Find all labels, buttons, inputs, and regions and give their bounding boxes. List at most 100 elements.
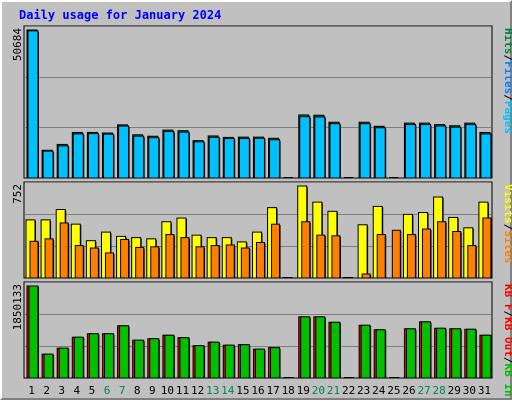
- kbin-bar: [239, 344, 250, 379]
- kbin-bar: [224, 344, 235, 379]
- pages-bar: [193, 141, 205, 179]
- hits-bar: [344, 177, 354, 178]
- pages-bar: [480, 133, 492, 179]
- x-tick-label: 12: [191, 384, 204, 397]
- x-tick-label: 30: [463, 384, 476, 397]
- kbin-bar: [375, 329, 386, 379]
- sites-bar: [165, 234, 175, 279]
- pages-bar: [299, 116, 311, 179]
- x-tick-label: 5: [89, 384, 96, 397]
- pages-bar: [178, 131, 190, 179]
- panel-3-legend: KB F/KB Out/KB In: [502, 284, 512, 397]
- x-tick-label: 20: [312, 384, 325, 397]
- pages-bar: [57, 145, 69, 179]
- sites-bar: [74, 245, 84, 279]
- hits-bar: [389, 177, 399, 178]
- kbin-bar: [405, 328, 416, 379]
- kbin-bar: [451, 328, 462, 379]
- sites-bar: [180, 237, 190, 279]
- legend-entry: /: [502, 224, 512, 231]
- sites-bar: [29, 240, 39, 279]
- pages-bar: [133, 135, 145, 179]
- sites-bar: [59, 222, 69, 279]
- kbin-bar: [436, 327, 447, 379]
- legend-entry: KB Out: [502, 317, 512, 357]
- x-tick-label: 19: [297, 384, 310, 397]
- kbin-bar: [254, 348, 265, 379]
- legend-entry: Pages: [502, 101, 512, 134]
- x-tick-label: 16: [251, 384, 264, 397]
- kbin-bar: [315, 316, 326, 379]
- sites-bar: [89, 247, 99, 279]
- sites-bar: [271, 223, 281, 279]
- pages-bar: [102, 133, 114, 179]
- x-tick-label: 4: [74, 384, 81, 397]
- x-tick-label: 26: [402, 384, 415, 397]
- sites-bar: [376, 234, 386, 279]
- kbin-bar: [134, 339, 145, 379]
- sites-bar: [316, 234, 326, 279]
- kbin-bar: [330, 321, 341, 379]
- visits-bar: [357, 224, 368, 279]
- x-tick-label: 9: [149, 384, 156, 397]
- pages-bar: [269, 139, 281, 179]
- pages-bar: [404, 124, 416, 179]
- kbin-bar: [194, 345, 205, 379]
- x-tick-label: 8: [134, 384, 141, 397]
- pages-bar: [450, 126, 462, 179]
- x-tick-label: 24: [372, 384, 386, 397]
- x-tick-label: 14: [221, 384, 235, 397]
- x-tick-label: 31: [478, 384, 491, 397]
- sites-bar: [452, 231, 462, 279]
- legend-entry: /: [502, 311, 512, 318]
- legend-entry: Files: [502, 61, 512, 94]
- legend-entry: Sites: [502, 230, 512, 263]
- x-tick-label: 28: [433, 384, 446, 397]
- pages-bar: [118, 125, 130, 179]
- x-tick-label: 10: [161, 384, 174, 397]
- kbin-bar: [149, 338, 160, 379]
- pages-bar: [359, 123, 371, 179]
- sites-bar: [331, 235, 341, 279]
- x-tick-label: 1: [28, 384, 35, 397]
- x-tick-label: 21: [327, 384, 340, 397]
- pages-bar: [420, 124, 432, 179]
- kbf-bar: [283, 377, 294, 378]
- sites-bar: [422, 228, 432, 279]
- chart-title: Daily usage for January 2024: [19, 8, 222, 22]
- x-tick-label: 7: [119, 384, 126, 397]
- kbin-bar: [179, 337, 190, 379]
- x-tick-label: 25: [387, 384, 400, 397]
- sites-bar: [301, 221, 311, 279]
- sites-bar: [482, 217, 492, 279]
- kbin-bar: [300, 316, 311, 379]
- sites-bar: [120, 238, 130, 279]
- pages-bar: [314, 116, 326, 179]
- x-tick-label: 17: [266, 384, 279, 397]
- sites-bar: [44, 238, 54, 279]
- pages-bar: [27, 30, 39, 179]
- kbin-bar: [88, 333, 99, 379]
- kbf-bar: [344, 377, 355, 378]
- sites-bar: [135, 246, 145, 279]
- pages-bar: [435, 125, 447, 179]
- x-tick-label: 18: [282, 384, 295, 397]
- sites-bar: [467, 245, 477, 279]
- pages-bar: [42, 150, 54, 179]
- x-tick-label: 23: [357, 384, 370, 397]
- legend-entry: /: [502, 55, 512, 62]
- sites-bar: [406, 234, 416, 279]
- kbin-bar: [73, 336, 84, 379]
- panel-1-ymax-label: 50684: [11, 28, 24, 61]
- kbin-bar: [43, 353, 54, 379]
- x-tick-label: 27: [417, 384, 430, 397]
- kbin-bar: [119, 325, 130, 379]
- x-tick-label: 15: [236, 384, 249, 397]
- pages-bar: [148, 137, 160, 179]
- legend-entry: Visits: [502, 184, 512, 224]
- sites-bar: [225, 244, 235, 279]
- kbin-bar: [421, 321, 432, 379]
- x-tick-label: 11: [176, 384, 189, 397]
- sites-bar: [361, 273, 371, 279]
- kbin-bar: [164, 334, 175, 379]
